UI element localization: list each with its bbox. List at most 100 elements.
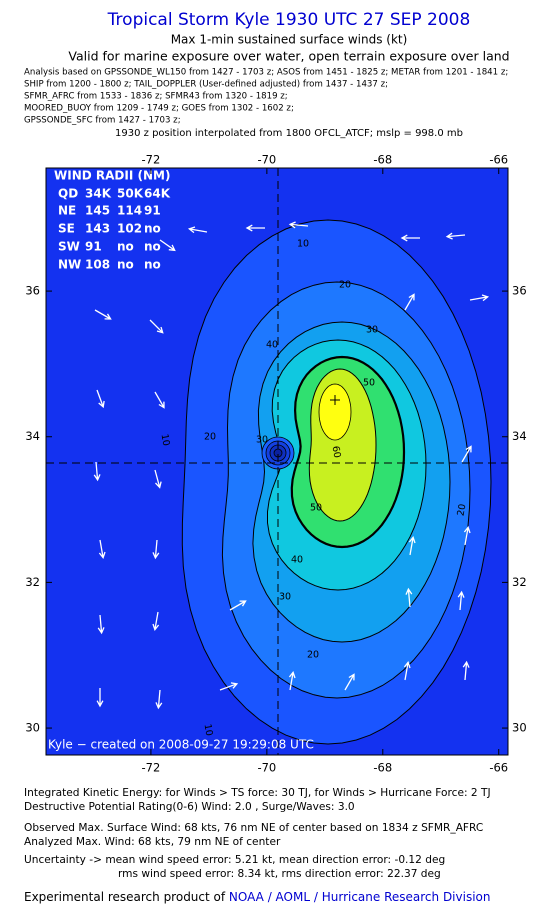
y-tick-label: 30 <box>512 721 527 735</box>
wind-arrow <box>219 682 239 691</box>
wind-arrow <box>98 539 106 560</box>
title: Tropical Storm Kyle 1930 UTC 27 SEP 2008 <box>107 10 471 30</box>
source-line: SFMR_AFRC from 1533 - 1836 z; SFMR43 fro… <box>24 92 288 102</box>
x-tick-label: -70 <box>257 153 276 167</box>
wind-arrow <box>149 319 164 334</box>
contour-label: 50 <box>363 378 375 389</box>
footer-line: Destructive Potential Rating(0-6) Wind: … <box>24 801 355 813</box>
validity: Valid for marine exposure over water, op… <box>68 49 509 64</box>
y-tick-label: 36 <box>512 284 527 298</box>
radii-cell: 91 <box>144 204 161 218</box>
source-line: GPSSONDE_SFC from 1427 - 1703 z; <box>24 116 181 126</box>
contour-label: 30 <box>366 325 378 336</box>
source-line: Analysis based on GPSSONDE_WL150 from 14… <box>24 68 508 78</box>
wind-arrow <box>405 587 413 608</box>
map-area: 10 20 30 40 50 60 10 20 30 20 50 40 30 20 10 <box>46 168 508 755</box>
contour-label: 20 <box>339 280 351 291</box>
y-tick-label: 30 <box>25 721 40 735</box>
x-tick-label: -70 <box>257 761 276 775</box>
wind-arrow <box>152 539 160 560</box>
source-line: MOORED_BUOY from 1209 - 1749 z; GOES fro… <box>24 104 294 114</box>
product: Experimental research product of NOAA / … <box>24 890 490 904</box>
contour-label: 40 <box>291 555 303 566</box>
contour-label: 20 <box>204 432 216 443</box>
product-text: Experimental research product of <box>24 890 229 904</box>
wind-arrow <box>457 590 465 611</box>
radii-cell: 108 <box>85 258 110 272</box>
wind-arrow <box>400 234 420 242</box>
radii-cell: no <box>144 258 161 272</box>
x-tick-label: -68 <box>373 153 392 167</box>
wind-arrow <box>469 294 490 302</box>
y-tick-label: 36 <box>25 284 40 298</box>
y-tick-label: 32 <box>25 575 40 589</box>
wind-arrow <box>229 600 247 611</box>
wind-arrow <box>404 293 415 311</box>
wind-arrow <box>461 445 472 463</box>
wind-arrow <box>97 614 105 635</box>
wind-arrow <box>93 461 101 482</box>
y-tick-label: 32 <box>512 575 527 589</box>
radii-cell: 143 <box>85 222 110 236</box>
radii-header: 64K <box>144 187 171 201</box>
contour-label: 20 <box>456 503 469 517</box>
division-link[interactable]: NOAA / AOML / Hurricane Research Divisio… <box>229 890 491 904</box>
radii-cell: no <box>144 240 161 254</box>
wind-arrow <box>94 309 112 320</box>
wind-arrow <box>154 391 165 409</box>
wind-arrow <box>445 232 466 240</box>
radii-cell: no <box>144 222 161 236</box>
radii-cell: SW <box>58 240 80 254</box>
radii-cell: SE <box>58 222 75 236</box>
y-tick-label: 34 <box>512 429 527 443</box>
radii-cell: 114 <box>117 204 142 218</box>
credit: Kyle − created on 2008-09-27 19:29:08 UT… <box>48 738 314 752</box>
contour-label: 30 <box>279 592 291 603</box>
contour <box>318 383 352 441</box>
radii-cell: no <box>117 258 134 272</box>
wind-arrow <box>152 611 160 632</box>
wind-arrow <box>154 469 162 489</box>
footer-line: Uncertainty -> mean wind speed error: 5.… <box>24 854 445 866</box>
x-tick-label: -66 <box>489 761 508 775</box>
wind-arrow <box>96 688 104 708</box>
wind-arrow <box>344 673 355 691</box>
x-tick-label: -72 <box>142 153 161 167</box>
max-marker <box>330 395 340 405</box>
contour-label: 10 <box>159 433 172 447</box>
source-line: SHIP from 1200 - 1800 z; TAIL_DOPPLER (U… <box>24 80 388 90</box>
position-note: 1930 z position interpolated from 1800 O… <box>115 128 463 139</box>
radii-cell: 91 <box>85 240 102 254</box>
contour-label: 50 <box>310 503 322 514</box>
wind-arrow <box>245 224 265 232</box>
wind-arrow <box>408 535 416 556</box>
radii-cell: no <box>117 240 134 254</box>
x-tick-label: -68 <box>373 761 392 775</box>
footer-line: rms wind speed error: 8.34 kt, rms direc… <box>118 868 441 880</box>
wind-arrow <box>462 660 470 681</box>
radii-header: QD <box>58 187 78 201</box>
radii-cell: NE <box>58 204 76 218</box>
contour-label: 20 <box>307 650 319 661</box>
wind-arrow <box>403 660 411 681</box>
radii-cell: 102 <box>117 222 142 236</box>
contour-label: 60 <box>330 445 343 459</box>
wind-arrow <box>187 226 208 234</box>
subtitle: Max 1-min sustained surface winds (kt) <box>171 33 408 47</box>
wind-arrow <box>96 389 105 409</box>
frame <box>45 167 509 756</box>
radii-cell: NW <box>58 258 81 272</box>
contour-label: 10 <box>297 239 309 250</box>
wind-arrow <box>155 689 163 710</box>
x-tick-label: -72 <box>142 761 161 775</box>
contour-label: 30 <box>256 435 268 446</box>
x-tick-label: -66 <box>489 153 508 167</box>
contour-label: 10 <box>202 723 215 737</box>
radii-cell: 145 <box>85 204 110 218</box>
radii-title: WIND RADII (NM) <box>54 169 170 183</box>
radii-header: 34K <box>85 187 112 201</box>
wind-arrow <box>463 525 471 546</box>
radii-header: 50K <box>117 187 144 201</box>
wind-arrow <box>159 239 176 252</box>
